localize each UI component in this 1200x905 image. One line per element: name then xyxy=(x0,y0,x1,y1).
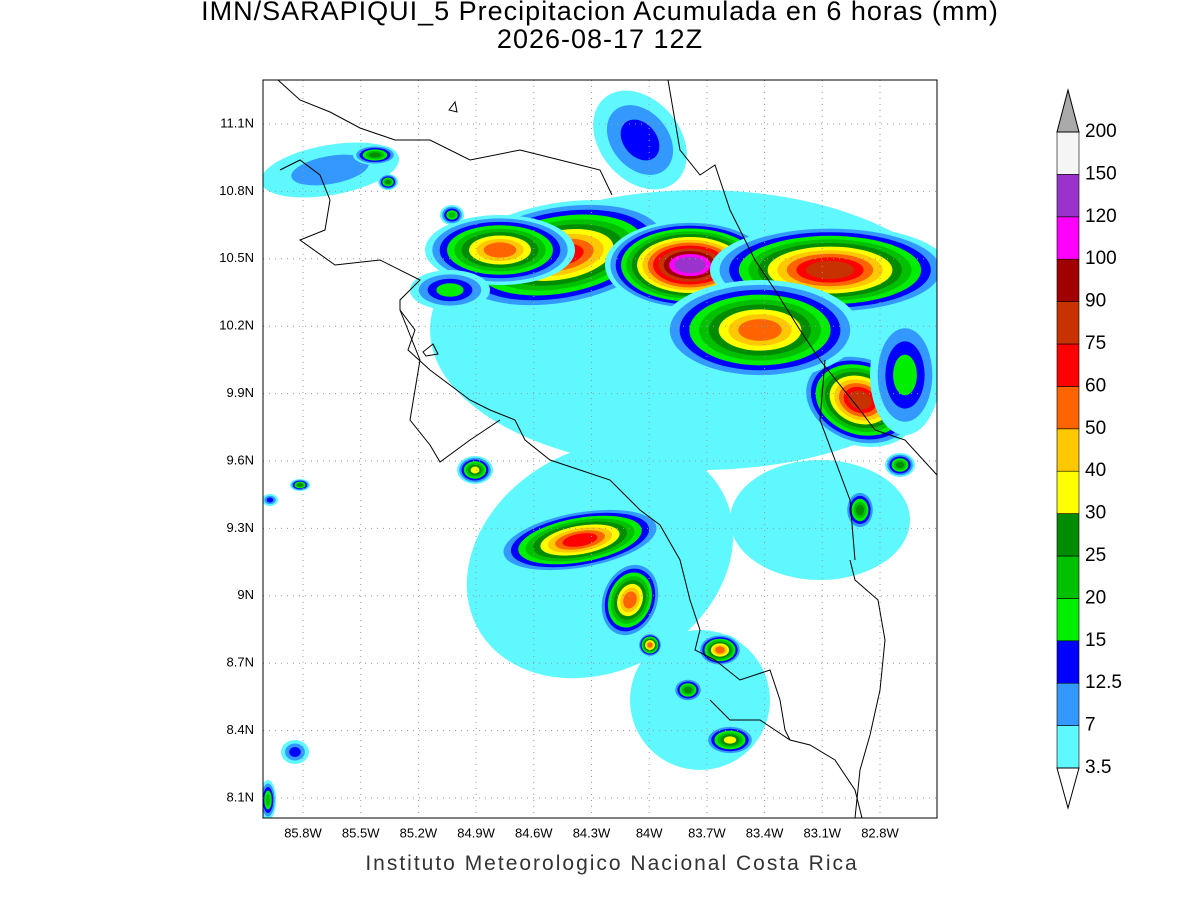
lon-label: 85.2W xyxy=(400,825,438,840)
colorbar-swatch xyxy=(1056,470,1080,514)
lat-label: 8.7N xyxy=(227,655,254,670)
colorbar-label: 75 xyxy=(1085,333,1106,354)
lon-label: 85.5W xyxy=(342,825,380,840)
colorbar-label: 20 xyxy=(1085,587,1106,608)
precip-contour xyxy=(297,483,303,487)
precip-contour xyxy=(647,642,653,648)
precip-contour xyxy=(806,261,854,279)
precip-contour xyxy=(684,686,692,694)
lon-label: 83.7W xyxy=(688,825,726,840)
precip-contour xyxy=(715,646,725,654)
colorbar-label: 200 xyxy=(1085,121,1117,142)
colorbar-below xyxy=(1056,767,1080,810)
colorbar-swatch xyxy=(1056,682,1080,726)
lon-label: 82.8W xyxy=(861,825,899,840)
precip-contour xyxy=(738,319,782,341)
lat-label: 9.3N xyxy=(227,520,254,535)
colorbar-swatch xyxy=(1056,598,1080,642)
colorbar-swatch xyxy=(1056,258,1080,302)
precip-contour xyxy=(385,179,391,185)
lat-label: 9N xyxy=(237,587,254,602)
lon-label: 84.3W xyxy=(573,825,611,840)
lat-label: 10.5N xyxy=(219,250,254,265)
precip-contour xyxy=(448,212,456,218)
plot-frame xyxy=(262,79,938,819)
lat-label: 10.2N xyxy=(219,318,254,333)
subtitle: 2026-08-17 12Z xyxy=(497,24,703,54)
colorbar: 3.5 7 12.5 15 20 25 30 40 50 60 75 90 100 120 150 200 xyxy=(1056,88,1122,810)
precip-field xyxy=(263,90,937,818)
colorbar-swatch xyxy=(1056,513,1080,557)
lon-label: 85.8W xyxy=(284,825,322,840)
footer-credit: Instituto Meteorologico Nacional Costa R… xyxy=(365,852,858,875)
lon-label: 84.6W xyxy=(515,825,553,840)
precip-contour xyxy=(562,533,598,547)
colorbar-label: 50 xyxy=(1085,418,1106,439)
colorbar-swatch xyxy=(1056,640,1080,684)
lat-label: 9.9N xyxy=(227,385,254,400)
precip-contour xyxy=(893,354,917,396)
precip-contour xyxy=(470,466,480,474)
colorbar-label: 12.5 xyxy=(1085,672,1122,693)
lon-label: 83.4W xyxy=(746,825,784,840)
precip-contour xyxy=(623,591,637,609)
colorbar-label: 30 xyxy=(1085,503,1106,524)
coastlines xyxy=(277,80,937,818)
precip-contour xyxy=(483,242,517,258)
precip-contour xyxy=(369,152,381,158)
precip-contour xyxy=(266,497,274,503)
precip-contour xyxy=(896,461,904,469)
colorbar-swatch xyxy=(1056,725,1080,769)
grid: 85.8W 85.5W 85.2W 84.9W 84.6W 84.3W 84W 83.7W 83… xyxy=(219,80,937,840)
lon-label: 84W xyxy=(636,825,663,840)
title: IMN/SARAPIQUI_5 Precipitacion Acumulada … xyxy=(201,0,999,26)
precip-contour xyxy=(674,256,706,274)
colorbar-swatch xyxy=(1056,428,1080,472)
colorbar-above xyxy=(1056,88,1080,133)
lat-label: 9.6N xyxy=(227,452,254,467)
lat-label: 8.4N xyxy=(227,722,254,737)
colorbar-label: 90 xyxy=(1085,291,1106,312)
lat-label: 10.8N xyxy=(219,183,254,198)
lon-label: 83.1W xyxy=(804,825,842,840)
colorbar-swatch xyxy=(1056,174,1080,218)
colorbar-label: 100 xyxy=(1085,248,1117,269)
lon-label: 84.9W xyxy=(457,825,495,840)
colorbar-swatch xyxy=(1056,216,1080,260)
precip-contour xyxy=(265,794,271,806)
colorbar-label: 3.5 xyxy=(1085,757,1111,778)
colorbar-label: 15 xyxy=(1085,630,1106,651)
lat-label: 11.1N xyxy=(220,115,254,130)
colorbar-label: 25 xyxy=(1085,545,1106,566)
precip-contour xyxy=(856,504,864,516)
colorbar-label: 120 xyxy=(1085,206,1117,227)
colorbar-label: 40 xyxy=(1085,460,1106,481)
precip-contour xyxy=(436,283,464,297)
colorbar-swatch xyxy=(1056,131,1080,175)
colorbar-swatch xyxy=(1056,301,1080,345)
precip-contour xyxy=(723,736,737,744)
precip-contour xyxy=(620,119,660,161)
precip-contour xyxy=(730,460,910,580)
colorbar-label: 150 xyxy=(1085,163,1117,184)
colorbar-swatch xyxy=(1056,555,1080,599)
colorbar-label: 60 xyxy=(1085,375,1106,396)
precip-contour xyxy=(848,390,872,410)
lat-label: 8.1N xyxy=(227,789,254,804)
colorbar-swatch xyxy=(1056,343,1080,387)
precip-contour xyxy=(289,747,301,757)
colorbar-swatch xyxy=(1056,386,1080,430)
precip-contour xyxy=(291,154,369,186)
colorbar-label: 7 xyxy=(1085,715,1096,736)
